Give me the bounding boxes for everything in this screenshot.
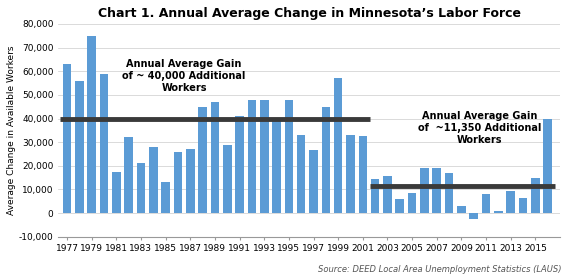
- Bar: [408, 193, 416, 213]
- Bar: [433, 168, 441, 213]
- Bar: [260, 100, 269, 213]
- Bar: [100, 74, 108, 213]
- Text: Annual Average Gain
of  ~11,350 Additional
Workers: Annual Average Gain of ~11,350 Additiona…: [418, 111, 541, 145]
- Bar: [297, 135, 306, 213]
- Bar: [210, 102, 219, 213]
- Y-axis label: Average Change in Available Workers: Average Change in Available Workers: [7, 46, 16, 215]
- Bar: [248, 100, 256, 213]
- Bar: [137, 163, 145, 213]
- Bar: [494, 211, 503, 213]
- Bar: [543, 119, 552, 213]
- Bar: [235, 116, 244, 213]
- Bar: [420, 168, 429, 213]
- Bar: [371, 179, 379, 213]
- Bar: [358, 136, 367, 213]
- Bar: [87, 36, 96, 213]
- Bar: [149, 147, 158, 213]
- Bar: [396, 199, 404, 213]
- Bar: [457, 206, 466, 213]
- Bar: [482, 194, 490, 213]
- Text: Annual Average Gain
of ~ 40,000 Additional
Workers: Annual Average Gain of ~ 40,000 Addition…: [122, 59, 246, 93]
- Bar: [223, 145, 231, 213]
- Bar: [334, 78, 342, 213]
- Bar: [531, 178, 540, 213]
- Bar: [469, 213, 478, 219]
- Bar: [124, 137, 133, 213]
- Bar: [285, 100, 293, 213]
- Bar: [272, 119, 281, 213]
- Title: Chart 1. Annual Average Change in Minnesota’s Labor Force: Chart 1. Annual Average Change in Minnes…: [98, 7, 521, 20]
- Bar: [198, 107, 207, 213]
- Bar: [506, 191, 515, 213]
- Bar: [112, 172, 121, 213]
- Bar: [186, 149, 194, 213]
- Bar: [321, 107, 330, 213]
- Bar: [383, 176, 392, 213]
- Bar: [75, 81, 83, 213]
- Bar: [161, 182, 170, 213]
- Bar: [174, 152, 182, 213]
- Bar: [309, 150, 318, 213]
- Bar: [62, 64, 71, 213]
- Bar: [445, 173, 454, 213]
- Bar: [346, 135, 355, 213]
- Bar: [519, 198, 527, 213]
- Text: Source: DEED Local Area Unemployment Statistics (LAUS): Source: DEED Local Area Unemployment Sta…: [318, 265, 561, 274]
